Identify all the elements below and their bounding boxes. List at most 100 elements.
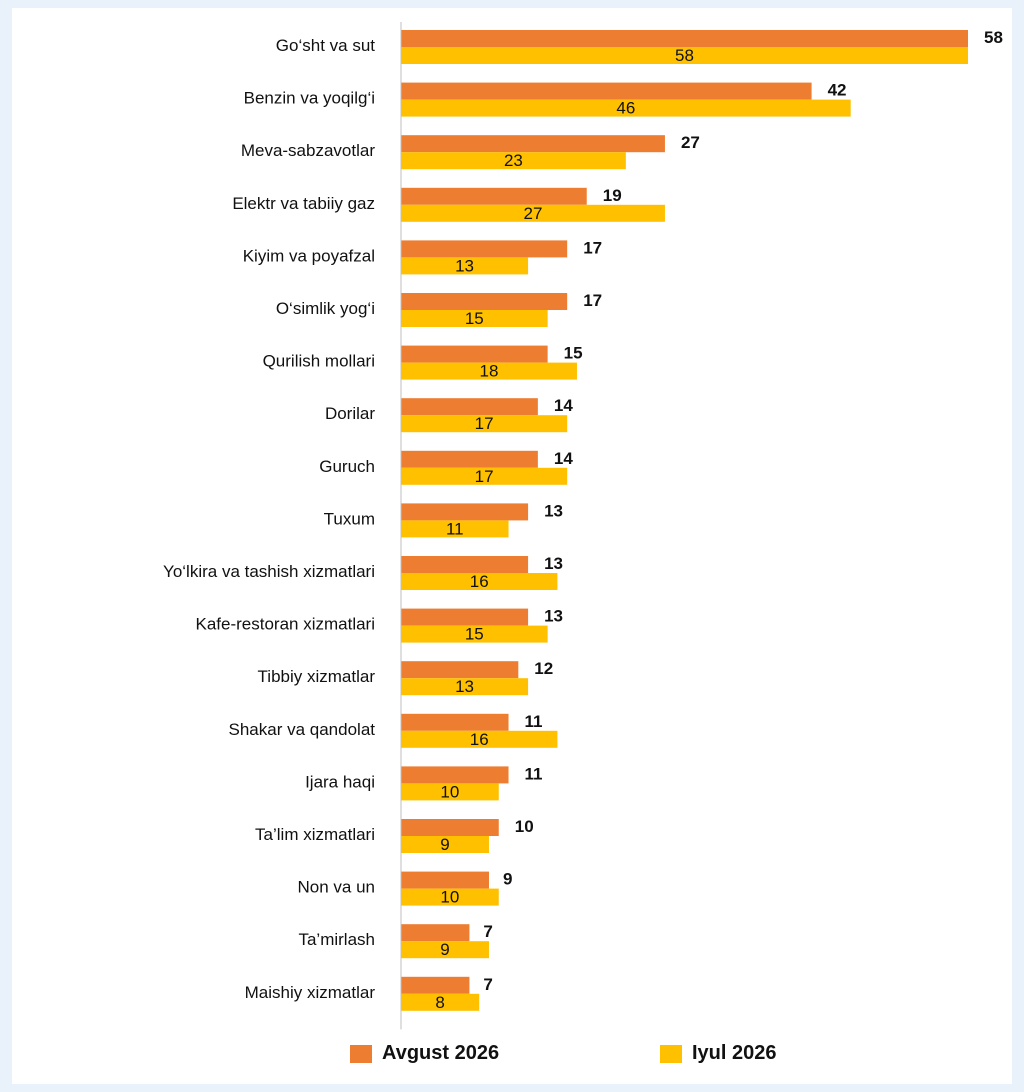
bar-avgust — [401, 976, 470, 994]
bar-iyul — [401, 993, 480, 1011]
bar-avgust — [401, 713, 509, 731]
bar-avgust — [401, 240, 568, 258]
data-label-iyul: 16 — [470, 730, 489, 749]
data-label-iyul: 10 — [440, 782, 459, 801]
legend-item-avgust: Avgust 2026 — [350, 1042, 499, 1065]
category-group: Kafe-restoran xizmatlari 13 15 — [195, 607, 563, 644]
data-label-iyul: 18 — [480, 362, 499, 381]
data-label-avgust: 11 — [525, 712, 543, 731]
data-label-avgust: 9 — [503, 870, 512, 889]
category-label: Kiyim va poyafzal — [243, 246, 375, 265]
legend: Avgust 2026 Iyul 2026 — [12, 1042, 1012, 1072]
category-group: Maishiy xizmatlar 7 8 — [245, 975, 493, 1012]
category-group: Qurilish mollari 15 18 — [263, 344, 583, 381]
data-label-iyul: 23 — [504, 151, 523, 170]
data-label-avgust: 58 — [984, 28, 1003, 47]
bar-iyul — [401, 362, 577, 380]
bar-iyul — [401, 941, 489, 959]
bar-iyul — [401, 520, 509, 538]
category-label: Go‘sht va sut — [276, 36, 375, 55]
data-label-avgust: 7 — [483, 975, 492, 994]
data-label-avgust: 13 — [544, 554, 563, 573]
data-label-iyul: 46 — [616, 99, 635, 118]
bar-iyul — [401, 47, 968, 64]
category-group: Ta’lim xizmatlari 10 9 — [255, 817, 534, 854]
data-label-iyul: 27 — [524, 204, 543, 223]
category-group: Kiyim va poyafzal 17 13 — [243, 238, 602, 275]
legend-swatch-iyul — [660, 1044, 682, 1063]
bar-iyul — [401, 99, 851, 117]
legend-label-avgust: Avgust 2026 — [382, 1042, 500, 1064]
category-label: Ijara haqi — [305, 772, 375, 791]
data-label-iyul: 58 — [675, 46, 694, 65]
bar-avgust — [401, 871, 489, 889]
category-group: Non va un 9 10 — [298, 870, 513, 907]
data-label-iyul: 15 — [465, 625, 484, 644]
category-group: Ijara haqi 11 10 — [305, 764, 542, 801]
bar-avgust — [401, 30, 968, 47]
category-label: Tuxum — [324, 509, 375, 528]
chart-frame: Go‘sht va sut 58 58 Benzin va yoqilg‘i 42 46 M… — [12, 8, 1012, 1084]
category-group: Ta’mirlash 7 9 — [298, 922, 492, 959]
category-label: Elektr va tabiiy gaz — [232, 194, 375, 213]
bar-avgust — [401, 924, 470, 942]
category-group: O‘simlik yog‘i 17 15 — [276, 291, 602, 328]
data-label-iyul: 13 — [455, 677, 474, 696]
bar-iyul — [401, 415, 568, 433]
data-label-avgust: 7 — [483, 922, 492, 941]
bar-avgust — [401, 450, 538, 468]
bar-avgust — [401, 82, 812, 100]
category-label: O‘simlik yog‘i — [276, 299, 375, 318]
category-group: Yo‘lkira va tashish xizmatlari 13 16 — [163, 554, 563, 591]
category-group: Guruch 14 17 — [319, 449, 573, 486]
category-label: Tibbiy xizmatlar — [258, 667, 376, 686]
data-label-avgust: 13 — [544, 607, 563, 626]
data-label-avgust: 15 — [564, 344, 583, 363]
category-group: Benzin va yoqilg‘i 42 46 — [244, 81, 851, 118]
bars-layer: Go‘sht va sut 58 58 Benzin va yoqilg‘i 42 46 M… — [163, 28, 1003, 1012]
bar-iyul — [401, 783, 499, 801]
legend-label-iyul: Iyul 2026 — [692, 1042, 777, 1064]
bar-iyul — [401, 730, 558, 748]
category-group: Go‘sht va sut 58 58 — [276, 28, 1003, 65]
bar-iyul — [401, 836, 489, 853]
category-label: Meva-sabzavotlar — [241, 141, 376, 160]
data-label-avgust: 42 — [828, 81, 847, 100]
category-label: Ta’mirlash — [298, 930, 375, 949]
bar-iyul — [401, 467, 568, 485]
bar-avgust — [401, 345, 548, 363]
bar-avgust — [401, 187, 587, 205]
data-label-avgust: 10 — [515, 817, 534, 836]
category-label: Shakar va qandolat — [229, 720, 376, 739]
bar-avgust — [401, 503, 529, 521]
bar-iyul — [401, 625, 548, 643]
category-label: Kafe-restoran xizmatlari — [195, 615, 375, 634]
data-label-avgust: 14 — [554, 449, 573, 468]
bar-avgust — [401, 661, 519, 679]
bar-avgust — [401, 398, 538, 416]
category-group: Shakar va qandolat 11 16 — [229, 712, 558, 749]
category-group: Tibbiy xizmatlar 12 13 — [258, 659, 554, 696]
category-group: Dorilar 14 17 — [325, 396, 573, 433]
bar-chart: Go‘sht va sut 58 58 Benzin va yoqilg‘i 42 46 M… — [163, 22, 1003, 1030]
bar-avgust — [401, 819, 499, 836]
category-label: Dorilar — [325, 404, 375, 423]
category-label: Benzin va yoqilg‘i — [244, 89, 375, 108]
bar-iyul — [401, 888, 499, 906]
data-label-iyul: 9 — [440, 835, 449, 854]
bar-iyul — [401, 678, 529, 696]
category-label: Qurilish mollari — [263, 352, 375, 371]
legend-item-iyul: Iyul 2026 — [660, 1042, 777, 1065]
data-label-avgust: 19 — [603, 186, 622, 205]
data-label-avgust: 14 — [554, 396, 573, 415]
data-label-iyul: 16 — [470, 572, 489, 591]
data-label-avgust: 17 — [583, 291, 602, 310]
bar-iyul — [401, 257, 529, 275]
data-label-iyul: 15 — [465, 309, 484, 328]
bar-avgust — [401, 293, 568, 310]
data-label-iyul: 10 — [440, 888, 459, 907]
data-label-iyul: 17 — [475, 467, 494, 486]
category-label: Non va un — [298, 878, 376, 897]
category-group: Elektr va tabiiy gaz 19 27 — [232, 186, 665, 223]
category-group: Tuxum 13 11 — [324, 501, 563, 538]
